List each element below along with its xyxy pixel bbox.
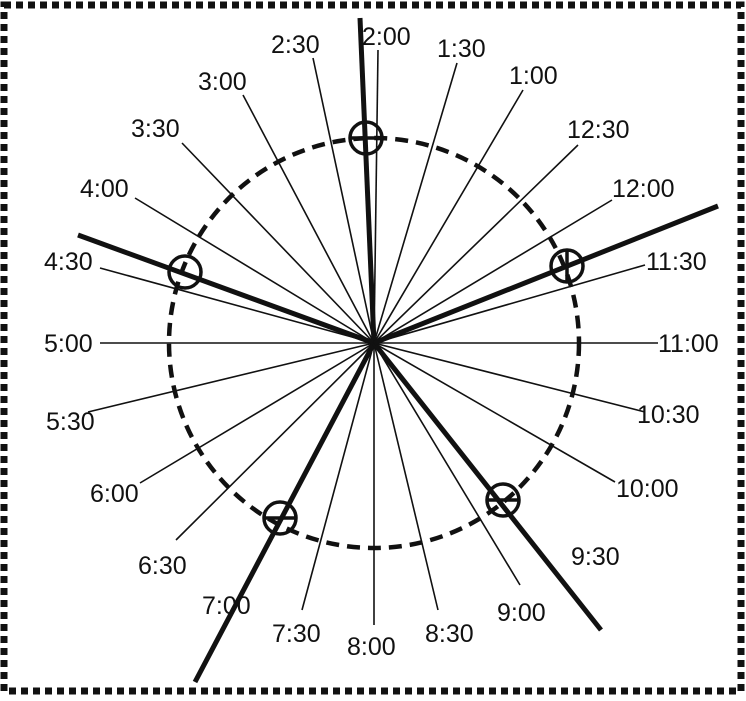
label-9-00: 9:00: [497, 599, 546, 627]
label-12-30: 12:30: [567, 116, 630, 144]
marker-11-45: [549, 248, 585, 284]
label-4-00: 4:00: [80, 175, 129, 203]
label-7-30: 7:30: [272, 620, 321, 648]
heavy-line-2-00: [357, 17, 377, 344]
spoke-6-30: [175, 342, 375, 541]
label-9-30: 9:30: [571, 543, 620, 571]
label-6-30: 6:30: [138, 552, 187, 580]
marker-7-00: [262, 500, 298, 536]
label-10-00: 10:00: [616, 475, 679, 503]
spoke-10-00: [373, 342, 616, 483]
spoke-12-30: [373, 144, 579, 344]
label-7-00: 7:00: [202, 592, 251, 620]
marker-4-30: [167, 254, 203, 290]
spoke-11-30: [373, 264, 646, 344]
heavy-line-4-30: [77, 232, 375, 346]
label-6-00: 6:00: [90, 480, 139, 508]
spoke-3-30: [181, 142, 375, 344]
spoke-1-30: [373, 62, 458, 344]
spoke-12-00: [373, 199, 613, 344]
spoke-4-30: [99, 267, 375, 344]
spoke-2-30: [312, 57, 375, 344]
spoke-9-00: [373, 342, 521, 586]
label-5-00: 5:00: [44, 330, 93, 358]
label-11-30: 11:30: [646, 248, 707, 276]
label-3-00: 3:00: [198, 68, 247, 96]
label-1-30: 1:30: [437, 35, 486, 63]
label-10-30: 10:30: [637, 401, 700, 429]
spoke-lines: [87, 49, 658, 625]
heavy-line-9-30: [372, 341, 603, 632]
spoke-3-00: [242, 94, 375, 344]
highlighted-directions: [77, 17, 719, 684]
label-3-30: 3:30: [131, 115, 180, 143]
spoke-4-00: [134, 197, 375, 344]
heavy-line-7-00: [192, 341, 377, 684]
spoke-8-30: [373, 342, 439, 611]
dashed-circle: [166, 135, 582, 551]
spoke-7-30: [301, 342, 375, 611]
spoke-5-30: [87, 342, 375, 413]
label-8-00: 8:00: [347, 633, 396, 661]
label-4-30: 4:30: [44, 248, 93, 276]
label-12-00: 12:00: [612, 175, 675, 203]
label-5-30: 5:30: [46, 408, 95, 436]
label-1-00: 1:00: [509, 62, 558, 90]
spoke-6-00: [139, 342, 375, 484]
label-11-00: 11:00: [658, 330, 719, 358]
marker-2-00: [348, 120, 384, 156]
hour-labels: 12:00 12:30 1:00 1:30 2:00 2:30 3:00 3:3…: [44, 23, 719, 661]
marker-9-30: [485, 482, 521, 518]
intersection-markers: [167, 120, 585, 536]
label-8-30: 8:30: [425, 620, 474, 648]
label-2-30: 2:30: [271, 31, 320, 59]
label-2-00: 2:00: [362, 23, 411, 51]
heavy-line-11-45: [373, 203, 719, 346]
spoke-1-00: [373, 89, 524, 344]
spoke-10-30: [373, 342, 646, 413]
spoke-2-00: [373, 49, 379, 344]
